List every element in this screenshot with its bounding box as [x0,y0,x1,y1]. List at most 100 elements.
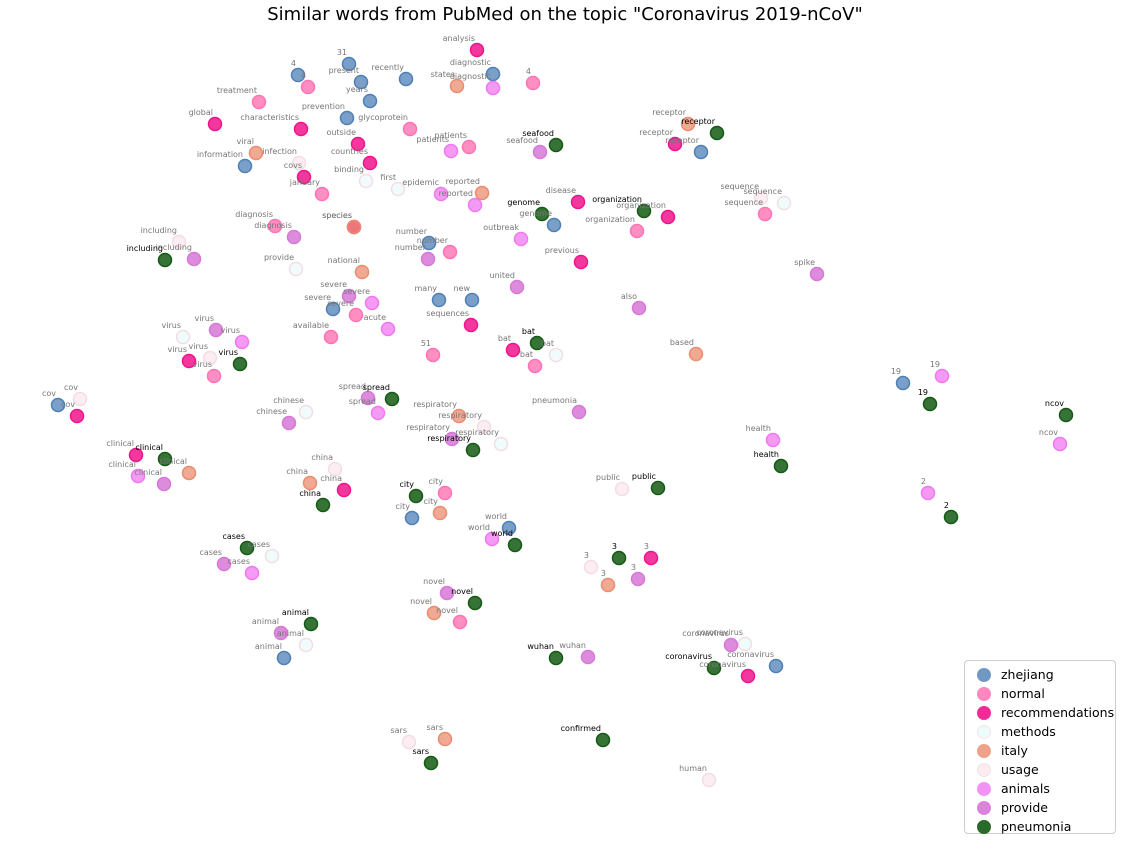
point-italy-5 [181,465,197,481]
point-methods-7 [390,181,406,197]
label-pneumonia-7: 3 [612,542,617,551]
point-animals-0 [244,565,260,581]
label-provide-5: cases [199,548,222,557]
point-zhejiang-9 [421,235,437,251]
point-animals-13 [467,197,483,213]
label-pneumonia-17: 19 [918,388,928,397]
point-animals-9 [380,321,396,337]
label-zhejiang-15: present [329,66,359,75]
point-animals-2 [130,468,146,484]
label-recommendations-10: organization [616,201,666,210]
point-animals-11 [433,186,449,202]
label-pneumonia-11: public [632,472,656,481]
label-normal-2: virus [193,360,212,369]
label-recommendations-15: characteristics [240,113,299,122]
point-recommendations-16 [207,116,223,132]
legend-item-italy: italy [971,741,1109,760]
point-provide-9 [360,390,376,406]
label-normal-4: bat [520,350,533,359]
point-italy-8 [354,264,370,280]
label-pneumonia-24: seafood [522,129,554,138]
label-zhejiang-6: severe [304,293,331,302]
point-pneumonia-21 [157,252,173,268]
point-normal-13 [525,75,541,91]
label-animals-4: 2 [921,477,926,486]
point-provide-11 [208,322,224,338]
point-provide-7 [281,415,297,431]
point-usage-5 [476,419,492,435]
chart-title: Similar words from PubMed on the topic "… [267,4,863,25]
point-pneumonia-17 [922,396,938,412]
label-provide-16: including [156,243,192,252]
label-recommendations-12: covs [284,161,302,170]
legend-item-zhejiang: zhejiang [971,665,1109,684]
label-provide-19: seafood [506,136,538,145]
point-normal-9 [402,121,418,137]
point-methods-9 [776,195,792,211]
label-pneumonia-5: novel [451,587,473,596]
point-normal-4 [527,358,543,374]
label-animals-10: outbreak [483,223,519,232]
point-methods-3 [298,404,314,420]
point-zhejiang-2 [404,510,420,526]
point-recommendations-11 [570,194,586,210]
label-normal-11: treatment [217,86,257,95]
label-zhejiang-8: new [453,284,470,293]
label-recommendations-18: analysis [443,34,475,43]
point-animals-6 [934,368,950,384]
point-pneumonia-7 [611,550,627,566]
point-zhejiang-3 [501,520,517,536]
label-recommendations-16: global [189,108,213,117]
label-methods-1: coronavirus [696,628,743,637]
legend-swatch-italy [977,743,991,758]
point-provide-16 [186,251,202,267]
label-animals-2: clinical [108,460,136,469]
label-usage-8: infection [262,147,297,156]
label-provide-13: united [490,271,516,280]
label-methods-5: bat [541,339,554,348]
label-provide-6: clinical [134,468,162,477]
label-animals-8: severe [343,287,370,296]
point-animals-12 [443,143,459,159]
label-zhejiang-3: world [485,512,507,521]
label-usage-5: respiratory [438,411,482,420]
point-zhejiang-15 [353,74,369,90]
label-normal-1: city [429,477,444,486]
point-zhejiang-8 [464,292,480,308]
label-zhejiang-16: recently [371,63,404,72]
label-italy-10: reported [446,177,480,186]
label-usage-7: including [141,226,177,235]
point-pneumonia-4 [303,616,319,632]
label-provide-15: spike [794,258,815,267]
point-recommendations-2 [336,482,352,498]
point-normal-16 [629,223,645,239]
point-pneumonia-20 [529,335,545,351]
point-normal-11 [251,94,267,110]
point-pneumonia-9 [315,497,331,513]
legend-swatch-methods [977,724,991,739]
point-recommendations-15 [293,121,309,137]
point-italy-10 [474,185,490,201]
label-normal-5: available [293,321,329,330]
label-pneumonia-18: spread [363,383,390,392]
point-usage-6 [72,391,88,407]
point-pneumonia-16 [1058,407,1074,423]
label-italy-13: states [431,70,455,79]
label-pneumonia-15: respiratory [427,434,471,443]
legend-swatch-zhejiang [977,667,991,682]
point-recommendations-12 [296,169,312,185]
label-pneumonia-19: virus [219,348,238,357]
label-zhejiang-1: coronavirus [727,650,774,659]
label-zhejiang-11: information [197,150,243,159]
point-animals-5 [1052,436,1068,452]
point-animals-3 [765,432,781,448]
point-recommendations-1 [643,550,659,566]
point-provide-12 [341,288,357,304]
label-pneumonia-8: world [491,529,513,538]
point-italy-11 [248,145,264,161]
label-recommendations-4: cov [61,400,75,409]
point-normal-10 [461,139,477,155]
point-recommendations-4 [69,408,85,424]
label-animals-3: health [746,424,771,433]
point-provide-15 [809,266,825,282]
